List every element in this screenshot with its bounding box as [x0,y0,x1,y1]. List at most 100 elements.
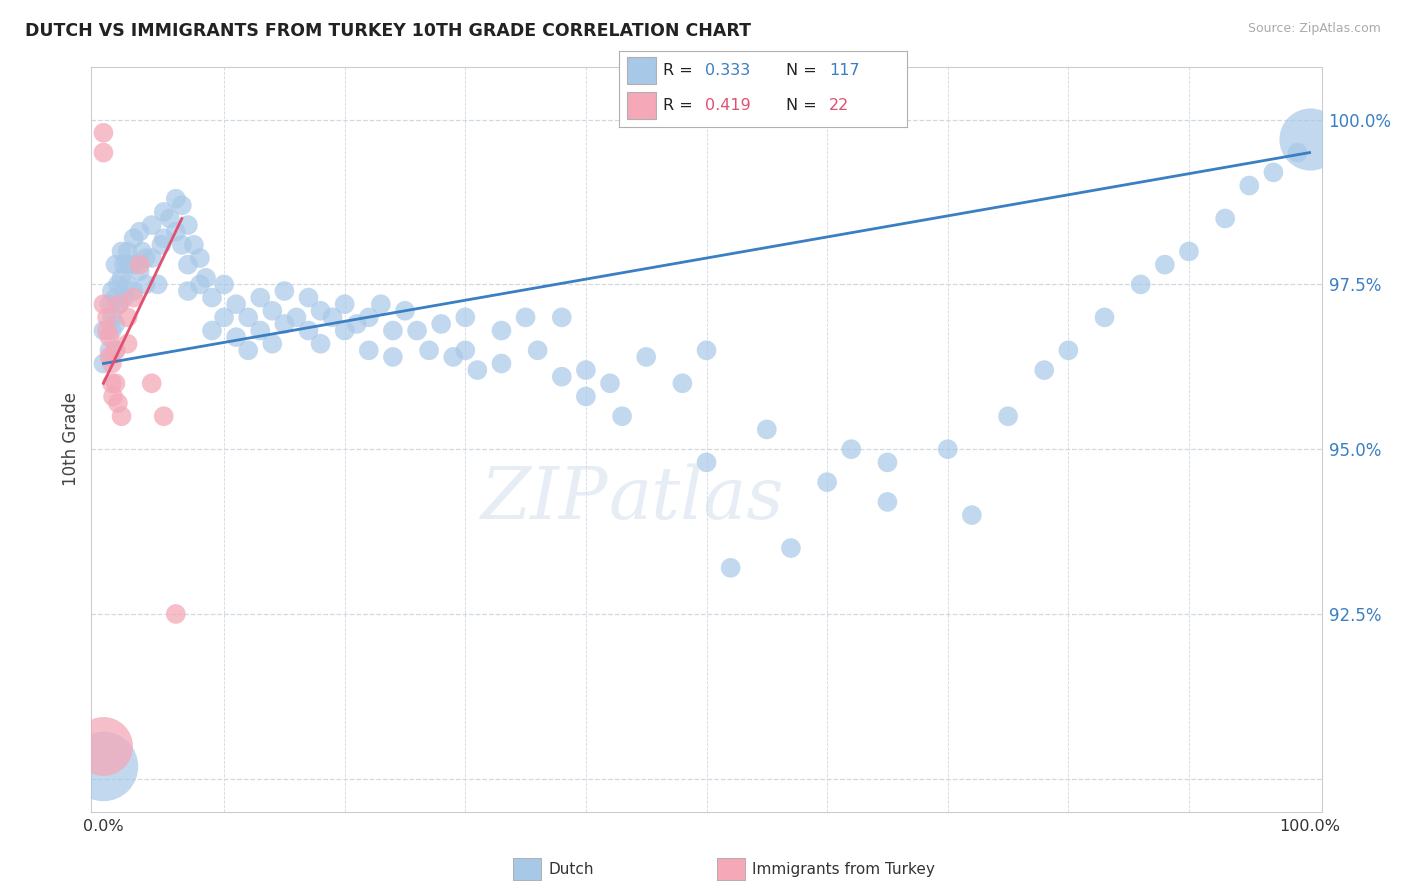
Text: Dutch: Dutch [548,863,593,877]
Point [165,192,187,206]
Point [131,244,153,259]
Point [273,284,295,298]
Point [104,258,127,272]
Point [454,310,477,325]
Point [152,409,174,424]
Point [1213,211,1236,226]
Point [381,324,404,338]
Point [225,297,247,311]
Point [96,310,118,325]
Point [122,291,145,305]
Point [201,324,224,338]
Text: 117: 117 [830,63,859,78]
Point [108,297,131,311]
Point [406,324,429,338]
Point [104,317,127,331]
Point [141,218,163,232]
Point [225,330,247,344]
Point [165,225,187,239]
Point [249,324,271,338]
Point [876,495,898,509]
Point [610,409,633,424]
Point [1263,165,1285,179]
Point [128,258,150,272]
Point [273,317,295,331]
Point [430,317,453,331]
Point [93,297,115,311]
Point [1057,343,1080,358]
Point [104,343,127,358]
Point [441,350,464,364]
Text: 0.333: 0.333 [706,63,751,78]
Point [98,350,121,364]
Point [170,198,193,212]
Point [212,310,235,325]
Point [117,277,139,292]
Point [112,291,135,305]
Text: atlas: atlas [607,464,783,534]
Point [117,244,139,259]
Point [104,376,127,391]
Point [101,310,124,325]
Point [93,758,115,772]
Point [93,126,115,140]
Point [150,238,173,252]
Point [333,324,356,338]
Point [394,303,416,318]
Point [98,297,121,311]
Point [636,350,658,364]
Point [177,218,200,232]
Point [194,270,217,285]
Point [104,291,127,305]
Point [112,258,135,272]
Point [491,324,513,338]
Point [201,291,224,305]
Point [357,310,380,325]
Point [454,343,477,358]
Point [152,205,174,219]
Point [93,357,115,371]
Point [515,310,537,325]
Point [297,324,319,338]
Point [575,363,598,377]
Point [418,343,440,358]
Point [491,357,513,371]
Point [839,442,862,457]
Point [599,376,621,391]
Point [122,231,145,245]
Point [110,244,132,259]
Point [262,336,284,351]
Point [188,251,211,265]
Point [720,561,742,575]
Point [1178,244,1201,259]
Point [122,258,145,272]
Point [333,297,356,311]
Text: 22: 22 [830,98,849,113]
Point [122,284,145,298]
Point [671,376,693,391]
Point [96,324,118,338]
Point [135,251,157,265]
Point [128,264,150,278]
Point [815,475,838,490]
Point [297,291,319,305]
Point [135,277,157,292]
Point [98,343,121,358]
Point [695,455,717,469]
Point [467,363,489,377]
Point [551,369,574,384]
Point [960,508,983,522]
Point [170,238,193,252]
Point [695,343,717,358]
Point [997,409,1019,424]
Point [141,376,163,391]
Text: N =: N = [786,63,821,78]
Point [249,291,271,305]
Point [177,258,200,272]
FancyBboxPatch shape [627,57,657,84]
Point [1094,310,1116,325]
Point [755,422,778,436]
Point [322,310,344,325]
Point [1298,132,1320,146]
Point [101,376,124,391]
